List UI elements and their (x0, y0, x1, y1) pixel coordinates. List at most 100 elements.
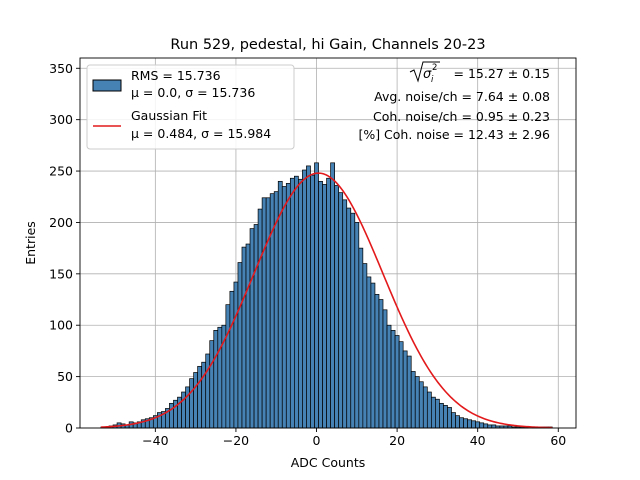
histogram-bar (257, 208, 263, 429)
legend-fit-label: Gaussian Fit (131, 108, 207, 123)
histogram-bar (289, 177, 295, 429)
x-tick-label: 20 (389, 433, 405, 448)
legend-fit-params: μ = 0.484, σ = 15.984 (131, 126, 271, 141)
gaussian-fit-curve (100, 172, 553, 429)
histogram-bar (455, 415, 460, 429)
x-tick-label: 40 (470, 433, 486, 448)
y-axis-label: Entries (23, 221, 38, 265)
histogram-bar (398, 341, 404, 429)
histogram-bar (479, 422, 485, 429)
histogram-bar (197, 365, 203, 429)
histogram-bar (225, 304, 231, 429)
y-tick-label: 200 (49, 215, 73, 230)
sigma-symbol: σ (423, 67, 432, 82)
histogram-bar (431, 396, 436, 429)
sigma-superscript: 2 (432, 63, 437, 73)
histogram-bar (209, 340, 215, 429)
histogram-bar (318, 180, 323, 429)
x-tick-label: −20 (223, 433, 249, 448)
histogram-bar (217, 326, 223, 429)
histogram-bar (354, 222, 360, 429)
histogram-bar (342, 199, 348, 429)
histogram-bar (310, 174, 315, 429)
histogram-bar (447, 407, 452, 429)
histogram-bar (314, 162, 319, 429)
histogram-bar (362, 263, 368, 429)
histogram-bar (205, 353, 211, 429)
legend-patch-histogram (92, 79, 122, 92)
histogram-bar (386, 324, 392, 429)
histogram-bar (414, 376, 420, 429)
histogram-bar (213, 330, 219, 429)
histogram-bar (334, 185, 340, 429)
chart-title: Run 529, pedestal, hi Gain, Channels 20-… (170, 37, 485, 53)
histogram-bar (390, 330, 396, 429)
histogram-bar (233, 281, 239, 429)
histogram-bar (382, 309, 388, 429)
y-tick-label: 300 (49, 112, 73, 127)
x-tick-label: 0 (313, 433, 321, 448)
histogram-bar (370, 282, 376, 429)
legend-rms-params: μ = 0.0, σ = 15.736 (131, 85, 255, 100)
histogram-bar (471, 420, 477, 429)
histogram-bar (237, 262, 243, 429)
histogram-bar (426, 391, 432, 429)
grid (80, 58, 576, 429)
y-tick-label: 150 (49, 266, 73, 281)
coh-noise-percent: [%] Coh. noise = 12.43 ± 2.96 (358, 127, 550, 142)
y-tick-label: 350 (49, 61, 73, 76)
histogram-bar (253, 224, 259, 429)
histogram-bar (338, 192, 344, 429)
histogram-bar (394, 335, 400, 429)
histogram-bar (229, 290, 235, 429)
histogram-bar (326, 177, 331, 429)
histogram-bar (378, 299, 384, 429)
histogram-bar (302, 169, 307, 429)
sigma-formula: σ 2 i (409, 61, 440, 85)
histogram-bar (487, 424, 493, 429)
avg-noise: Avg. noise/ch = 7.64 ± 0.08 (374, 89, 550, 104)
histogram-bar (422, 386, 428, 429)
histogram-bar (193, 372, 199, 429)
histogram-bar (201, 361, 207, 429)
histogram-bar (459, 417, 464, 429)
stats-annotations: σ 2 i = 15.27 ± 0.15 Avg. noise/ch = 7.6… (358, 61, 550, 142)
legend-rms-label: RMS = 15.736 (131, 68, 221, 83)
histogram-bar (330, 162, 335, 429)
histogram-bar (350, 212, 356, 429)
histogram-bar (366, 276, 372, 429)
histogram-bar (475, 421, 481, 429)
x-axis-ticks: −40 −20 0 20 40 60 (142, 428, 566, 448)
histogram-bar (241, 246, 247, 429)
sqrt-symbol (409, 61, 440, 83)
y-tick-label: 50 (57, 369, 73, 384)
coh-noise: Coh. noise/ch = 0.95 ± 0.23 (373, 109, 550, 124)
histogram-bar (189, 378, 194, 429)
histogram-bar (169, 402, 174, 429)
x-tick-label: −40 (142, 433, 168, 448)
histogram-bar (410, 371, 416, 429)
plot-frame (79, 57, 577, 429)
histogram-bar (451, 412, 456, 429)
sigma-value: = 15.27 ± 0.15 (454, 66, 550, 81)
histogram-bars (100, 162, 553, 429)
histogram-bar (322, 184, 327, 429)
histogram-bar (249, 228, 255, 429)
histogram-bar (245, 243, 251, 429)
histogram-bar (358, 247, 364, 429)
y-tick-label: 250 (49, 164, 73, 179)
histogram-bar (298, 178, 303, 429)
y-axis-ticks: 0 50 100 150 200 250 300 350 (49, 61, 80, 436)
histogram-bar (285, 183, 291, 429)
histogram-bar (261, 197, 267, 429)
histogram-bar (374, 294, 380, 429)
legend-box (86, 64, 295, 150)
x-axis-label: ADC Counts (291, 455, 366, 470)
legend: RMS = 15.736 μ = 0.0, σ = 15.736 Gaussia… (86, 64, 295, 150)
histogram-bar (294, 175, 299, 429)
x-tick-label: 60 (550, 433, 566, 448)
histogram-bar (439, 402, 444, 429)
histogram-bar (306, 165, 311, 429)
histogram-bar (467, 419, 472, 429)
